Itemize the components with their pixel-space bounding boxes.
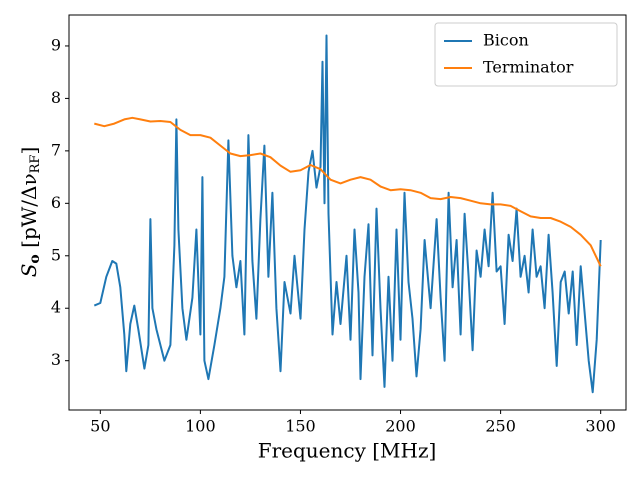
y-label-symbol: S: [17, 264, 41, 278]
x-tick-label: 300: [585, 417, 616, 436]
y-tick-label: 9: [51, 35, 61, 54]
y-tick-label: 3: [51, 350, 61, 369]
x-tick-label: 50: [90, 417, 110, 436]
legend-label: Bicon: [483, 31, 529, 50]
x-tick-label: 150: [285, 417, 316, 436]
y-label-end: ]: [17, 147, 41, 155]
y-tick-label: 5: [51, 245, 61, 264]
y-tick-label: 8: [51, 88, 61, 107]
x-tick-label: 250: [485, 417, 516, 436]
y-label-unit-sub: RF: [28, 155, 43, 174]
y-label-sub: o: [27, 254, 43, 263]
y-tick-label: 4: [51, 298, 61, 317]
plot-frame: [68, 14, 627, 411]
x-tick-label: 200: [385, 417, 416, 436]
x-tick-label: 100: [185, 417, 216, 436]
y-label-unit: [pW/Δν: [17, 173, 41, 254]
legend-label: Terminator: [483, 58, 574, 77]
line-series: [93, 34, 602, 394]
y-tick-label: 6: [51, 193, 61, 212]
legend-box: [434, 22, 618, 87]
y-axis-label: So [pW/ΔνRF]: [17, 147, 44, 278]
x-axis-label: Frequency [MHz]: [258, 439, 437, 463]
line-series: [94, 116, 602, 267]
legend: Bicon Terminator: [434, 22, 618, 87]
y-tick-label: 7: [51, 140, 61, 159]
